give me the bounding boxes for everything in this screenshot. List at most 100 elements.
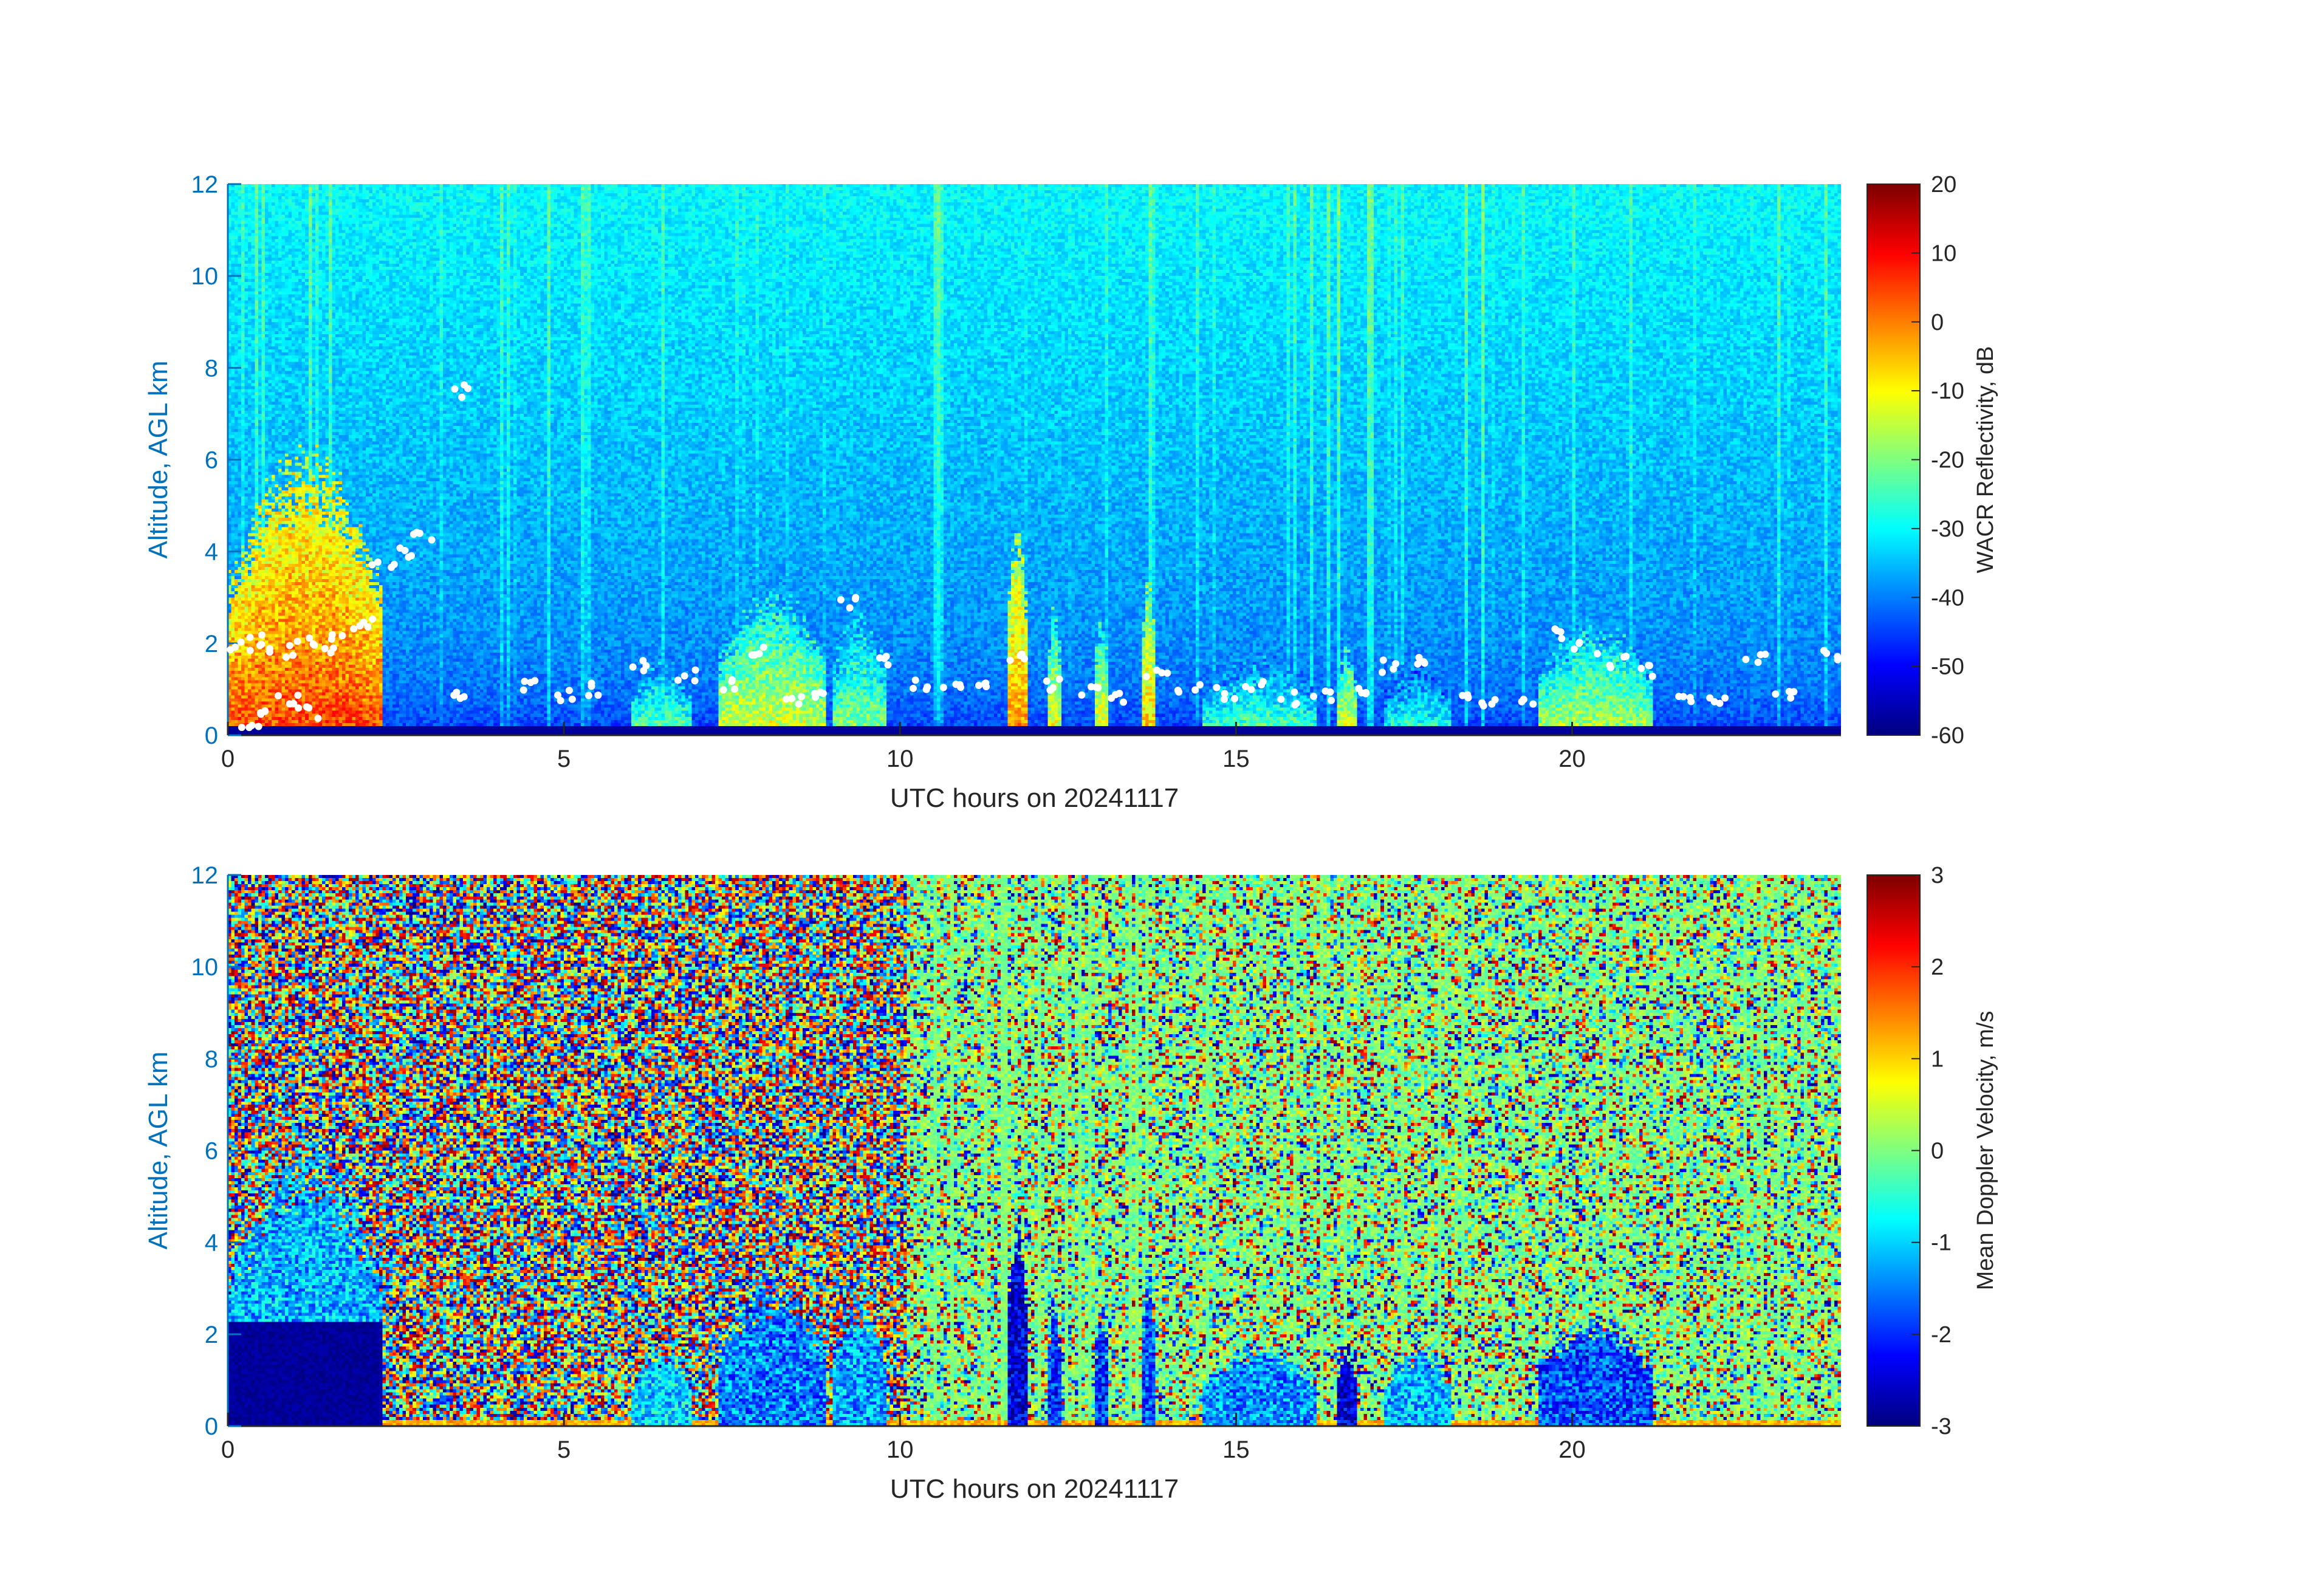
- y-tick-label: 2: [205, 1322, 218, 1348]
- colorbar-tick-label: 10: [1931, 241, 1956, 266]
- colorbar-tick-label: -60: [1931, 723, 1964, 749]
- melting-layer-point: [328, 631, 336, 639]
- melting-layer-point: [1291, 688, 1298, 696]
- melting-layer-point: [1046, 686, 1054, 694]
- melting-layer-point: [691, 677, 699, 685]
- melting-layer-point: [731, 685, 739, 693]
- melting-layer-point: [1247, 685, 1255, 693]
- melting-layer-point: [1310, 693, 1318, 701]
- melting-layer-point: [256, 708, 264, 716]
- melting-layer-point: [1823, 650, 1831, 657]
- y-axis-label: Altitude, AGL km: [143, 360, 173, 558]
- melting-layer-point: [410, 530, 417, 538]
- melting-layer-point: [1834, 653, 1842, 660]
- melting-layer-point: [294, 691, 302, 699]
- x-axis-label: UTC hours on 20241117: [890, 783, 1179, 813]
- melting-layer-point: [1716, 699, 1724, 707]
- melting-layer-point: [1742, 656, 1750, 664]
- melting-layer-point: [691, 666, 699, 674]
- melting-layer-point: [255, 722, 262, 730]
- melting-layer-point: [458, 393, 466, 401]
- melting-layer-point: [1761, 650, 1769, 658]
- melting-layer-point: [306, 634, 314, 642]
- melting-layer-point: [293, 637, 301, 645]
- melting-layer-point: [286, 642, 293, 650]
- melting-layer-point: [274, 692, 282, 700]
- melting-layer-point: [390, 560, 398, 568]
- melting-layer-point: [1379, 656, 1387, 664]
- melting-layer-point: [1570, 645, 1578, 653]
- melting-layer-point: [1414, 660, 1422, 668]
- melting-layer-point: [1120, 698, 1128, 706]
- colorbar-tick-label: 3: [1931, 863, 1944, 888]
- y-axis-label: Altitude, AGL km: [143, 1051, 173, 1249]
- x-tick-label: 10: [886, 1436, 914, 1463]
- y-tick-label: 0: [205, 1413, 218, 1440]
- melting-layer-point: [405, 554, 413, 561]
- melting-layer-point: [266, 648, 273, 656]
- x-tick-label: 0: [221, 1436, 235, 1463]
- melting-layer-point: [798, 693, 806, 701]
- melting-layer-point: [1006, 656, 1014, 664]
- melting-layer-point: [982, 683, 990, 691]
- reflectivity-colorbar: [1867, 184, 1920, 735]
- colorbar-tick-label: 20: [1931, 172, 1956, 197]
- melting-layer-point: [1094, 684, 1102, 691]
- melting-layer-point: [1164, 669, 1171, 677]
- melting-layer-point: [1551, 625, 1559, 633]
- melting-layer-point: [629, 663, 637, 671]
- melting-layer-point: [428, 536, 436, 544]
- melting-layer-point: [310, 641, 318, 649]
- melting-layer-point: [1464, 693, 1472, 701]
- melting-layer-point: [248, 721, 256, 729]
- melting-layer-point: [519, 686, 527, 694]
- x-tick-label: 5: [557, 1436, 571, 1463]
- melting-layer-point: [321, 645, 329, 653]
- melting-layer-point: [1529, 700, 1537, 708]
- melting-layer-point: [642, 662, 650, 670]
- melting-layer-point: [305, 704, 313, 712]
- melting-layer-point: [719, 686, 727, 694]
- melting-layer-point: [246, 647, 254, 654]
- melting-layer-point: [1326, 688, 1334, 696]
- colorbar-tick-label: -30: [1931, 516, 1964, 542]
- melting-layer-point: [1018, 650, 1026, 658]
- melting-layer-point: [460, 693, 468, 701]
- melting-layer-point: [1221, 695, 1229, 703]
- melting-layer-point: [1675, 693, 1683, 701]
- melting-layer-point: [812, 693, 820, 701]
- colorbar-tick-label: 0: [1931, 310, 1944, 335]
- melting-layer-point: [788, 695, 796, 702]
- melting-layer-point: [1191, 686, 1199, 694]
- melting-layer-point: [1291, 701, 1299, 709]
- melting-layer-point: [1606, 664, 1614, 671]
- y-tick-label: 12: [191, 171, 219, 198]
- melting-layer-point: [238, 724, 245, 732]
- y-tick-label: 4: [205, 539, 218, 566]
- melting-layer-point: [1258, 681, 1266, 689]
- melting-layer-point: [1645, 662, 1653, 670]
- melting-layer-point: [295, 704, 303, 712]
- colorbar-label: WACR Reflectivity, dB: [1973, 346, 1998, 574]
- melting-layer-point: [1231, 695, 1239, 702]
- melting-layer-point: [557, 696, 564, 704]
- doppler-velocity-colorbar: [1867, 875, 1920, 1426]
- melting-layer-point: [314, 715, 322, 722]
- melting-layer-point: [368, 561, 376, 569]
- reflectivity-heatmap: [228, 184, 1841, 735]
- y-tick-label: 6: [205, 1138, 218, 1165]
- melting-layer-point: [795, 700, 803, 708]
- x-tick-label: 15: [1222, 1436, 1250, 1463]
- melting-layer-point: [258, 631, 266, 639]
- melting-layer-point: [911, 676, 919, 684]
- colorbar-tick-label: -10: [1931, 379, 1964, 404]
- colorbar-tick-label: -20: [1931, 448, 1964, 473]
- colorbar-tick-label: 1: [1931, 1046, 1944, 1072]
- melting-layer-point: [1043, 677, 1051, 685]
- melting-layer-point: [1478, 699, 1486, 707]
- melting-layer-point: [585, 691, 593, 699]
- melting-layer-point: [759, 643, 767, 651]
- melting-layer-point: [396, 544, 404, 552]
- melting-layer-point: [882, 653, 890, 660]
- x-tick-label: 20: [1558, 1436, 1586, 1463]
